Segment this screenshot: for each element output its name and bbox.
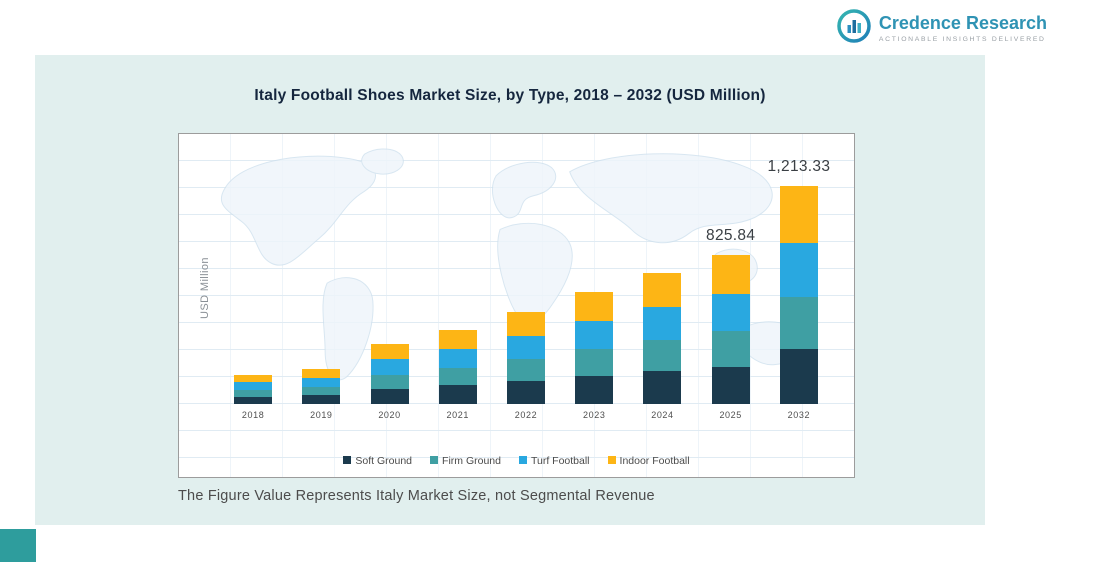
x-axis-label-2022: 2022 <box>514 410 538 420</box>
segment-turf-football <box>507 335 545 359</box>
segment-indoor-football <box>507 311 545 336</box>
bar-2022 <box>507 311 545 404</box>
x-axis-label-2021: 2021 <box>446 410 469 420</box>
legend-swatch-indoor-football <box>607 456 616 465</box>
x-axis-label-2020: 2020 <box>378 410 401 420</box>
chart-legend: Soft Ground Firm Ground Turf Football Indoo… <box>179 455 854 467</box>
segment-firm-ground <box>643 339 682 372</box>
legend-swatch-firm-ground <box>430 456 439 465</box>
segment-firm-ground <box>302 386 341 396</box>
x-axis-label-2025: 2025 <box>719 410 742 420</box>
segment-soft-ground <box>370 388 409 404</box>
bar-2025 <box>711 255 750 404</box>
segment-indoor-football <box>779 185 818 243</box>
segment-soft-ground <box>643 371 682 404</box>
logo-chart-icon <box>836 8 872 49</box>
segment-turf-football <box>575 320 614 349</box>
segment-turf-football <box>370 359 409 375</box>
legend-label-soft-ground: Soft Ground <box>355 455 413 467</box>
segment-indoor-football <box>302 368 341 378</box>
y-axis-label: USD Million <box>199 257 211 319</box>
x-axis-label-2024: 2024 <box>651 410 674 420</box>
bar-value-label-2032: 1,213.33 <box>767 157 831 175</box>
bar-2020 <box>370 343 409 404</box>
segment-indoor-football <box>575 291 614 321</box>
segment-turf-football <box>438 349 477 368</box>
company-logo: Credence Research Actionable Insights De… <box>836 8 1047 49</box>
chart-footnote: The Figure Value Represents Italy Market… <box>178 488 655 504</box>
segment-indoor-football <box>234 374 273 383</box>
bar-2024 <box>643 273 682 404</box>
plot-area: 2018 2019 2020 2021 2022 2023 2024 2025 825.84 20… <box>219 134 833 420</box>
segment-firm-ground <box>711 331 750 367</box>
bar-2018 <box>234 374 273 404</box>
segment-soft-ground <box>302 395 341 404</box>
x-axis-label-2032: 2032 <box>787 410 811 420</box>
segment-firm-ground <box>507 358 545 381</box>
segment-turf-football <box>711 294 750 332</box>
legend-label-indoor-football: Indoor Football <box>619 455 690 467</box>
chart-panel: Italy Football Shoes Market Size, by Typ… <box>35 55 985 525</box>
legend-item-indoor-football: Indoor Football <box>607 455 690 467</box>
corner-accent-square <box>0 529 36 562</box>
legend-label-turf-football: Turf Football <box>530 455 590 467</box>
segment-soft-ground <box>234 396 273 404</box>
bar-value-label-2025: 825.84 <box>706 227 756 245</box>
bar-2023 <box>575 291 614 404</box>
segment-turf-football <box>643 307 682 340</box>
segment-soft-ground <box>507 380 545 404</box>
segment-soft-ground <box>438 385 477 404</box>
chart-plot-box: USD Million 2018 2019 2020 2021 2022 2023 2024… <box>178 133 855 478</box>
legend-item-firm-ground: Firm Ground <box>430 455 501 467</box>
legend-item-turf-football: Turf Football <box>518 455 590 467</box>
segment-firm-ground <box>234 389 273 397</box>
segment-indoor-football <box>438 330 477 350</box>
logo-company-name: Credence Research <box>878 13 1047 34</box>
legend-swatch-soft-ground <box>343 456 352 465</box>
legend-label-firm-ground: Firm Ground <box>442 455 501 467</box>
segment-soft-ground <box>711 366 750 404</box>
chart-title: Italy Football Shoes Market Size, by Typ… <box>254 87 766 104</box>
legend-item-soft-ground: Soft Ground <box>343 455 412 467</box>
segment-indoor-football <box>643 273 682 308</box>
x-axis-label-2023: 2023 <box>583 410 606 420</box>
segment-firm-ground <box>575 348 614 376</box>
legend-swatch-turf-football <box>518 456 527 465</box>
x-axis-label-2019: 2019 <box>310 410 333 420</box>
x-axis-label-2018: 2018 <box>241 410 265 420</box>
segment-turf-football <box>779 242 818 298</box>
bar-2019 <box>302 368 341 404</box>
segment-turf-football <box>302 377 341 387</box>
segment-soft-ground <box>575 375 614 404</box>
segment-indoor-football <box>711 255 750 295</box>
bar-2021 <box>438 330 477 404</box>
bar-2032 <box>779 185 818 404</box>
segment-firm-ground <box>779 297 818 350</box>
segment-indoor-football <box>370 343 409 360</box>
logo-tagline: Actionable Insights Delivered <box>878 35 1046 43</box>
segment-firm-ground <box>370 374 409 389</box>
segment-firm-ground <box>438 367 477 386</box>
segment-soft-ground <box>779 349 818 404</box>
segment-turf-football <box>234 382 273 390</box>
